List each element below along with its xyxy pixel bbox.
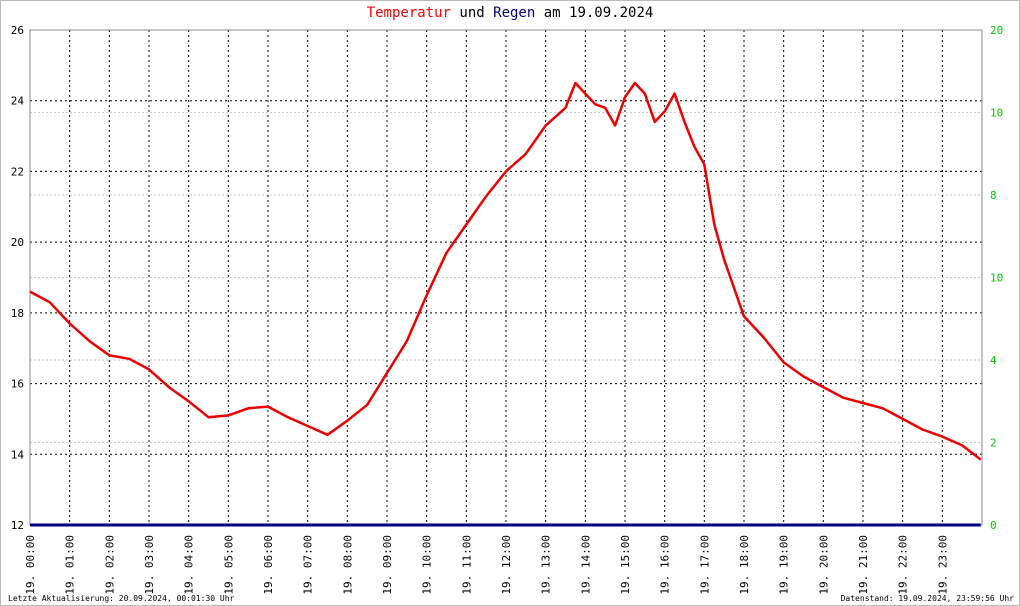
title-part: Temperatur	[367, 5, 451, 21]
y-tick-label: 14	[11, 448, 25, 461]
x-tick-label: 19. 11:00	[460, 535, 473, 595]
x-tick-label: 19. 13:00	[540, 535, 553, 595]
title-part: Regen	[493, 5, 535, 21]
chart-title: Temperatur und Regen am 19.09.2024	[367, 5, 654, 21]
y-tick-label: 12	[11, 519, 24, 532]
x-tick-label: 19. 19:00	[778, 535, 791, 595]
title-part: und	[459, 5, 484, 21]
x-tick-label: 19. 17:00	[698, 535, 711, 595]
x-tick-label: 19. 20:00	[817, 535, 830, 595]
x-tick-label: 19. 01:00	[64, 535, 77, 595]
y-tick-label: 16	[11, 378, 24, 391]
x-tick-label: 19. 05:00	[222, 535, 235, 595]
x-tick-label: 19. 16:00	[659, 535, 672, 595]
x-tick-label: 19. 02:00	[103, 535, 116, 595]
x-tick-label: 19. 15:00	[619, 535, 632, 595]
y-tick-label: 26	[11, 24, 24, 37]
x-tick-label: 19. 18:00	[738, 535, 751, 595]
y-tick-label: 18	[11, 307, 24, 320]
y2-tick-label: 0	[990, 519, 997, 532]
y2-tick-label: 4	[990, 354, 997, 367]
series-line	[29, 81, 982, 461]
x-tick-label: 19. 14:00	[579, 535, 592, 595]
x-tick-label: 19. 12:00	[500, 535, 513, 595]
y2-tick-label: 8	[990, 189, 997, 202]
x-tick-label: 19. 21:00	[857, 535, 870, 595]
title-part: am 19.09.2024	[544, 5, 654, 21]
x-tick-label: 19. 03:00	[143, 535, 156, 595]
y2-tick-label: 20	[990, 24, 1003, 37]
footer-right: Datenstand: 19.09.2024, 23:59:56 Uhr	[841, 594, 1015, 603]
x-tick-label: 19. 04:00	[183, 535, 196, 595]
y2-tick-label: 10	[990, 107, 1003, 120]
x-tick-label: 19. 23:00	[936, 535, 949, 595]
x-tick-label: 19. 00:00	[24, 535, 37, 595]
x-tick-label: 19. 08:00	[341, 535, 354, 595]
x-tick-label: 19. 07:00	[302, 535, 315, 595]
x-tick-label: 19. 10:00	[421, 535, 434, 595]
x-tick-label: 19. 22:00	[897, 535, 910, 595]
x-tick-label: 19. 06:00	[262, 535, 275, 595]
y2-tick-label: 2	[990, 437, 997, 450]
y-tick-label: 24	[11, 95, 25, 108]
y-tick-label: 22	[11, 165, 24, 178]
x-tick-label: 19. 09:00	[381, 535, 394, 595]
y-tick-label: 20	[11, 236, 24, 249]
y2-tick-label: 10	[990, 272, 1003, 285]
footer-left: Letzte Aktualisierung: 20.09.2024, 00:01…	[8, 594, 235, 603]
